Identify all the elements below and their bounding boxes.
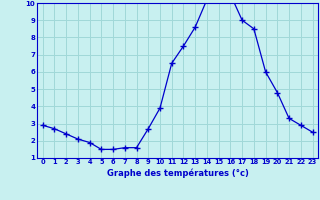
- X-axis label: Graphe des températures (°c): Graphe des températures (°c): [107, 168, 249, 178]
